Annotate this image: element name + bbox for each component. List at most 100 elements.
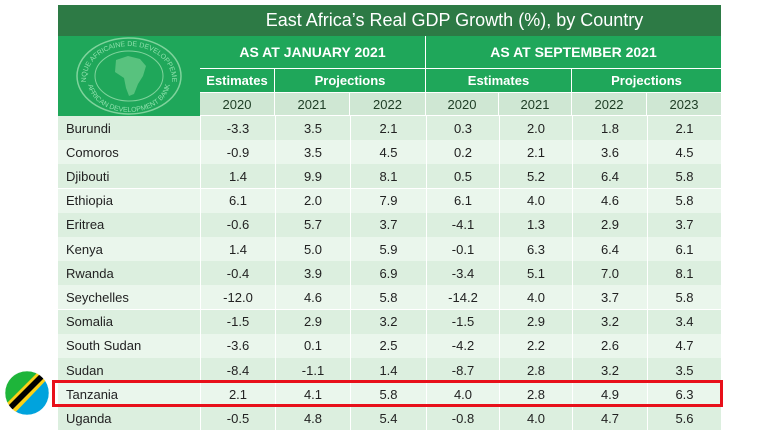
value-cell: 4.7 bbox=[647, 333, 721, 358]
value-cell: 2.6 bbox=[572, 333, 647, 358]
value-cell: 7.9 bbox=[350, 188, 426, 213]
value-cell: 9.9 bbox=[275, 164, 350, 189]
value-cell: 3.7 bbox=[647, 212, 721, 237]
value-cell: 7.0 bbox=[572, 261, 647, 286]
value-cell: 4.5 bbox=[647, 140, 721, 165]
value-cell: 4.0 bbox=[426, 382, 499, 407]
value-cell: 1.3 bbox=[499, 212, 572, 237]
value-cell: -0.6 bbox=[200, 212, 275, 237]
logo-outer-ring bbox=[76, 37, 182, 115]
value-cell: -3.6 bbox=[200, 333, 275, 358]
value-cell: 4.0 bbox=[499, 285, 572, 310]
value-cell: 3.9 bbox=[275, 261, 350, 286]
value-cell: 4.1 bbox=[275, 382, 350, 407]
table-title: East Africa’s Real GDP Growth (%), by Co… bbox=[265, 10, 644, 30]
sep-projections-header: Projections bbox=[572, 69, 721, 92]
value-cell: 4.6 bbox=[572, 188, 647, 213]
table-row: Djibouti 1.4 9.9 8.1 0.5 5.2 6.4 5.8 bbox=[58, 164, 721, 189]
table-row: Seychelles -12.0 4.6 5.8 -14.2 4.0 3.7 5.8 bbox=[58, 285, 721, 310]
value-cell: 2.1 bbox=[499, 140, 572, 165]
value-cell: -8.4 bbox=[200, 358, 275, 382]
value-cell: 2.1 bbox=[647, 116, 721, 140]
table-row: Somalia -1.5 2.9 3.2 -1.5 2.9 3.2 3.4 bbox=[58, 309, 721, 334]
value-cell: 3.5 bbox=[647, 358, 721, 382]
year-header: 2021 bbox=[499, 93, 571, 115]
country-cell: Burundi bbox=[66, 120, 111, 136]
value-cell: 5.1 bbox=[499, 261, 572, 286]
value-cell: 5.8 bbox=[647, 285, 721, 310]
value-cell: 2.1 bbox=[200, 382, 275, 407]
table-title-bar: East Africa’s Real GDP Growth (%), by Co… bbox=[58, 5, 721, 36]
value-cell: 2.9 bbox=[275, 309, 350, 334]
value-cell: 0.1 bbox=[275, 333, 350, 358]
value-cell: 5.4 bbox=[350, 406, 426, 431]
tanzania-highlight-box bbox=[52, 380, 723, 407]
table-row: South Sudan -3.6 0.1 2.5 -4.2 2.2 2.6 4.7 bbox=[58, 333, 721, 358]
value-cell: 6.1 bbox=[647, 237, 721, 261]
value-cell: -4.2 bbox=[426, 333, 499, 358]
year-header: 2020 bbox=[426, 93, 498, 115]
value-cell: 1.4 bbox=[200, 164, 275, 189]
value-cell: 2.2 bbox=[499, 333, 572, 358]
value-cell: 6.4 bbox=[572, 237, 647, 261]
value-cell: 3.7 bbox=[350, 212, 426, 237]
value-cell: -14.2 bbox=[426, 285, 499, 310]
sep-estimates-header: Estimates bbox=[426, 69, 571, 92]
jan-estimates-header: Estimates bbox=[200, 69, 274, 92]
value-cell: -3.3 bbox=[200, 116, 275, 140]
table-row: Ethiopia 6.1 2.0 7.9 6.1 4.0 4.6 5.8 bbox=[58, 188, 721, 213]
value-cell: 3.7 bbox=[572, 285, 647, 310]
country-cell: Kenya bbox=[66, 241, 103, 257]
value-cell: 5.8 bbox=[647, 188, 721, 213]
value-cell: 5.9 bbox=[350, 237, 426, 261]
afdb-logo-area: BANQUE AFRICAINE DE DEVELOPPEMENT AFRICA… bbox=[55, 31, 200, 116]
value-cell: 5.8 bbox=[350, 382, 426, 407]
value-cell: 0.3 bbox=[426, 116, 499, 140]
value-cell: 6.3 bbox=[499, 237, 572, 261]
year-header: 2023 bbox=[647, 93, 721, 115]
group-header-jan-2021: AS AT JANUARY 2021 bbox=[200, 36, 425, 68]
value-cell: 0.2 bbox=[426, 140, 499, 165]
table-row: Eritrea -0.6 5.7 3.7 -4.1 1.3 2.9 3.7 bbox=[58, 212, 721, 237]
value-cell: 4.0 bbox=[499, 188, 572, 213]
value-cell: 5.0 bbox=[275, 237, 350, 261]
value-cell: -0.1 bbox=[426, 237, 499, 261]
value-cell: -3.4 bbox=[426, 261, 499, 286]
table-row: Sudan -8.4 -1.1 1.4 -8.7 2.8 3.2 3.5 bbox=[58, 358, 721, 382]
logo-inner-ring bbox=[94, 50, 164, 102]
value-cell: 2.1 bbox=[350, 116, 426, 140]
year-header: 2022 bbox=[350, 93, 425, 115]
value-cell: 6.1 bbox=[200, 188, 275, 213]
africa-map-icon bbox=[115, 56, 146, 96]
value-cell: 1.8 bbox=[572, 116, 647, 140]
country-cell: Uganda bbox=[66, 410, 112, 426]
value-cell: 6.9 bbox=[350, 261, 426, 286]
country-cell: Comoros bbox=[66, 144, 119, 160]
value-cell: -1.5 bbox=[426, 309, 499, 334]
value-cell: 5.8 bbox=[350, 285, 426, 310]
value-cell: 4.8 bbox=[275, 406, 350, 431]
value-cell: 1.4 bbox=[200, 237, 275, 261]
value-cell: 2.8 bbox=[499, 382, 572, 407]
value-cell: 3.2 bbox=[572, 309, 647, 334]
value-cell: 5.8 bbox=[647, 164, 721, 189]
value-cell: 3.6 bbox=[572, 140, 647, 165]
country-cell: Tanzania bbox=[66, 386, 119, 402]
value-cell: 5.2 bbox=[499, 164, 572, 189]
value-cell: 2.8 bbox=[499, 358, 572, 382]
country-cell: South Sudan bbox=[66, 338, 142, 354]
country-cell: Djibouti bbox=[66, 168, 110, 184]
year-header: 2020 bbox=[200, 93, 274, 115]
country-cell: Rwanda bbox=[66, 265, 114, 281]
value-cell: 6.1 bbox=[426, 188, 499, 213]
value-cell: 4.7 bbox=[572, 406, 647, 431]
value-cell: 3.5 bbox=[275, 116, 350, 140]
value-cell: 0.5 bbox=[426, 164, 499, 189]
value-cell: 2.5 bbox=[350, 333, 426, 358]
country-cell: Ethiopia bbox=[66, 193, 113, 209]
value-cell: 3.2 bbox=[572, 358, 647, 382]
value-cell: 6.4 bbox=[572, 164, 647, 189]
value-cell: 3.4 bbox=[647, 309, 721, 334]
value-cell: 3.5 bbox=[275, 140, 350, 165]
table-row: Burundi -3.3 3.5 2.1 0.3 2.0 1.8 2.1 bbox=[58, 116, 721, 140]
